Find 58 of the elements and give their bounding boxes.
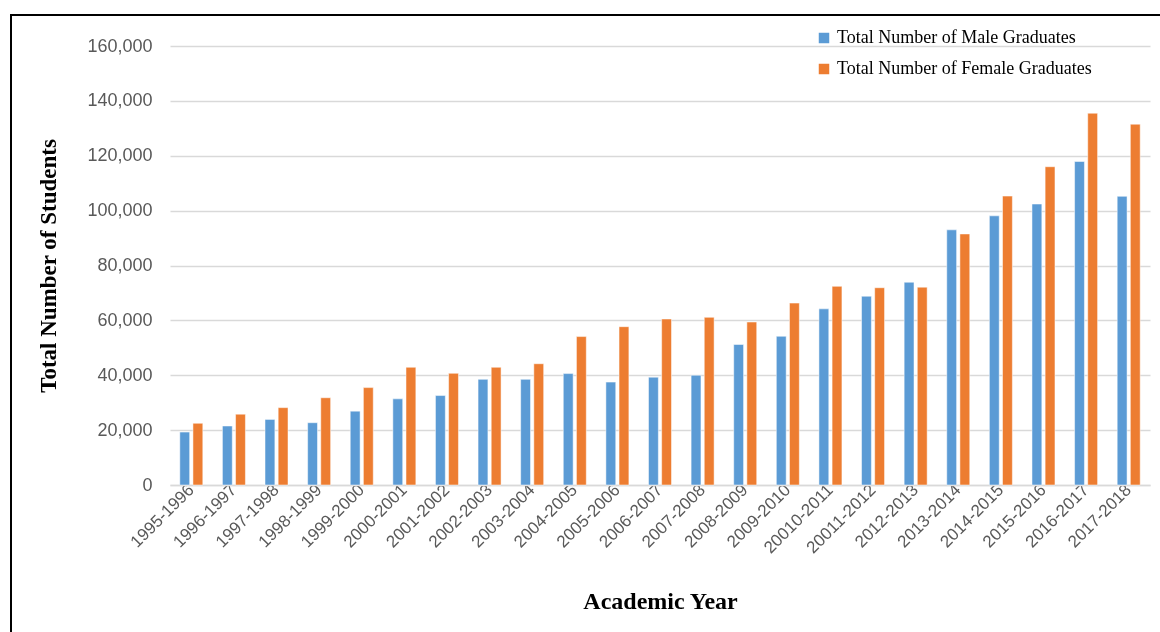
bar bbox=[818, 308, 830, 486]
bar bbox=[704, 317, 715, 486]
bar bbox=[1044, 166, 1056, 486]
bar bbox=[861, 295, 872, 486]
y-tick-label: 20,000 bbox=[97, 419, 153, 440]
bar bbox=[733, 344, 744, 486]
bar bbox=[520, 379, 531, 486]
bar bbox=[989, 215, 1000, 486]
bar bbox=[192, 423, 204, 486]
x-axis-title: Academic Year bbox=[583, 588, 739, 615]
bar bbox=[477, 379, 489, 486]
y-tick-label: 100,000 bbox=[87, 200, 153, 221]
bar bbox=[605, 381, 616, 486]
bar bbox=[946, 229, 957, 486]
bar bbox=[1116, 196, 1128, 486]
bar bbox=[789, 302, 800, 486]
bar bbox=[746, 321, 757, 486]
bar bbox=[264, 419, 276, 486]
y-tick-label: 140,000 bbox=[87, 90, 153, 111]
bar bbox=[448, 373, 459, 486]
bar bbox=[1031, 203, 1043, 486]
bar bbox=[776, 336, 787, 486]
bar bbox=[618, 326, 630, 486]
bar bbox=[235, 413, 246, 486]
y-tick-label: 120,000 bbox=[87, 145, 153, 166]
bar bbox=[1130, 123, 1141, 486]
bar bbox=[917, 286, 928, 486]
bar bbox=[277, 407, 289, 486]
bar bbox=[405, 367, 417, 486]
bar bbox=[490, 367, 502, 486]
y-tick-label: 80,000 bbox=[97, 255, 153, 275]
bar bbox=[563, 373, 574, 486]
bar bbox=[179, 431, 190, 486]
bar bbox=[1087, 112, 1098, 486]
bar bbox=[661, 318, 672, 486]
bar bbox=[874, 287, 885, 486]
bar bbox=[533, 363, 544, 486]
y-tick-label: 160,000 bbox=[87, 35, 153, 56]
y-axis-title: Total Number of Students bbox=[36, 139, 62, 393]
bar bbox=[363, 387, 374, 486]
bar bbox=[307, 422, 318, 486]
bar bbox=[1074, 161, 1085, 486]
bar bbox=[690, 375, 702, 486]
legend-label: Total Number of Female Graduates bbox=[837, 58, 1092, 78]
y-tick-label: 60,000 bbox=[97, 309, 153, 330]
y-tick-label: 40,000 bbox=[97, 364, 153, 385]
bar bbox=[576, 336, 587, 486]
bar bbox=[648, 376, 659, 486]
bar bbox=[349, 410, 361, 486]
bar bbox=[903, 281, 915, 486]
legend-label: Total Number of Male Graduates bbox=[837, 27, 1076, 47]
bar bbox=[1002, 195, 1013, 486]
bar bbox=[435, 395, 446, 486]
bar bbox=[831, 286, 843, 486]
bar bbox=[222, 425, 233, 486]
bar bbox=[392, 398, 403, 486]
bar bbox=[320, 397, 331, 486]
bar bbox=[959, 233, 971, 486]
